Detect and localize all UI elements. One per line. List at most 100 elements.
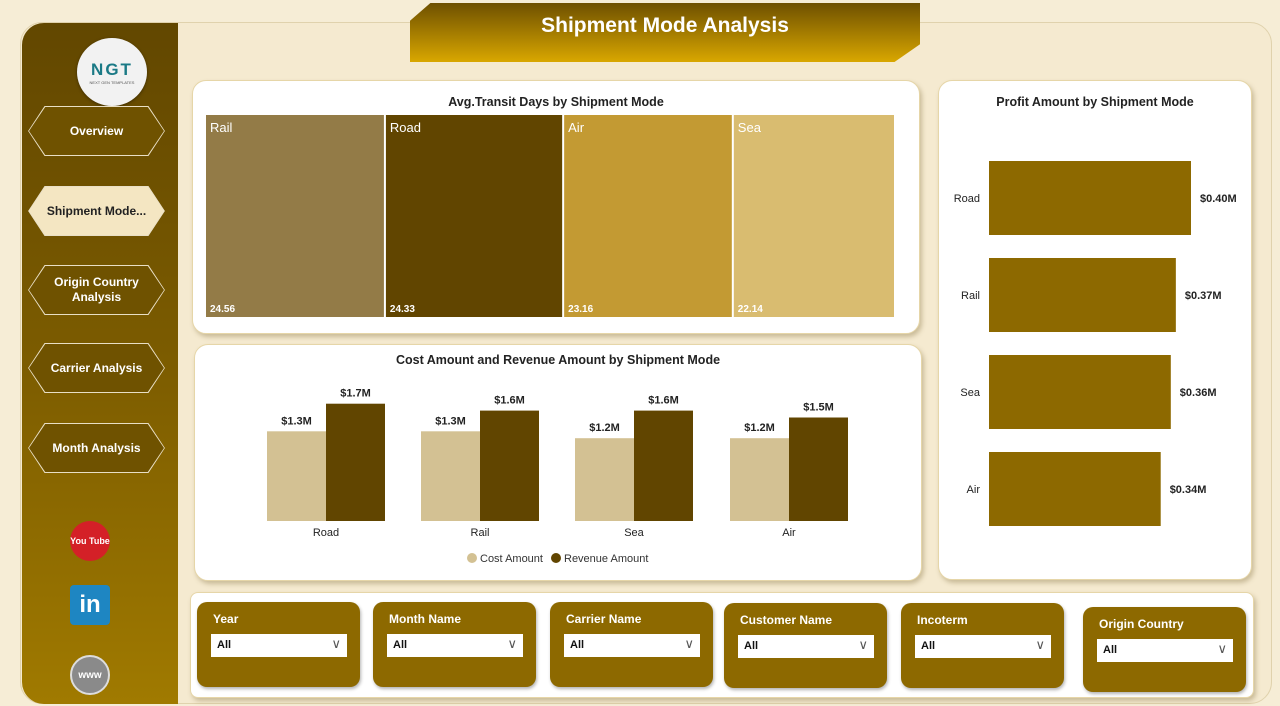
treemap-cell [564,115,732,317]
data-label: $1.3M [281,415,312,427]
nav-overview[interactable]: Overview [28,106,165,156]
filter-customer-name: Customer Name All ∨ [724,603,887,688]
treemap-cell [385,115,563,317]
profit-bar [989,355,1171,429]
data-label: $1.5M [803,402,834,414]
chevron-down-icon: ∨ [507,636,517,651]
data-label: $0.37M [1185,290,1222,302]
treemap-chart: Rail 24.56 Road 24.33 Air 23.16 Sea 22.14 [206,115,894,317]
chevron-down-icon: ∨ [1035,637,1045,652]
page-title-banner: Shipment Mode Analysis [410,3,920,62]
chart-title: Cost Amount and Revenue Amount by Shipme… [395,353,721,367]
filter-value: All [1103,644,1118,656]
profit-bar [989,452,1161,526]
nav-label: Carrier Analysis [29,344,164,392]
filter-label: Carrier Name [566,612,642,626]
chevron-down-icon: ∨ [1217,641,1227,656]
y-tick-label: Sea [960,387,980,399]
filter-value: All [217,639,232,651]
filter-value: All [744,640,759,652]
logo-subtitle: NEXT GEN TEMPLATES [89,79,135,85]
data-label: $1.6M [648,395,679,407]
treemap-value: 23.16 [568,304,593,315]
x-tick-label: Sea [624,527,644,539]
legend-marker [467,553,477,563]
linkedin-icon[interactable]: in [70,585,110,625]
treemap-label: Road [390,120,421,135]
data-label: $0.40M [1200,193,1237,205]
filter-origin-country: Origin Country All ∨ [1083,607,1246,692]
bar-revenue-amount [789,417,848,521]
legend-marker [551,553,561,563]
treemap-cell [206,115,384,317]
filter-label: Month Name [389,612,461,626]
filter-dropdown[interactable]: All ∨ [915,635,1051,658]
globe-label: www [78,669,102,681]
filter-dropdown[interactable]: All ∨ [564,634,700,657]
filter-value: All [393,639,408,651]
data-label: $1.6M [494,395,525,407]
nav-label: Month Analysis [29,424,164,472]
bar-cost-amount [730,438,789,521]
filter-dropdown[interactable]: All ∨ [387,634,523,657]
y-tick-label: Rail [961,290,980,302]
filter-label: Origin Country [1099,617,1184,631]
nav-origin-country-analysis[interactable]: Origin Country Analysis [28,265,165,315]
cost-revenue-chart: $1.3M $1.7M Road $1.3M $1.6M Rail $1.2M $1.6M Se… [267,388,848,565]
treemap-label: Rail [210,120,233,135]
filter-dropdown[interactable]: All ∨ [211,634,347,657]
youtube-icon[interactable]: You Tube [70,521,110,561]
youtube-label: You Tube [70,535,110,546]
filter-dropdown[interactable]: All ∨ [738,635,874,658]
nav-month-analysis[interactable]: Month Analysis [28,423,165,473]
data-label: $0.36M [1180,387,1217,399]
nav-label: Origin Country Analysis [29,266,164,314]
filter-label: Year [213,612,239,626]
nav-carrier-analysis[interactable]: Carrier Analysis [28,343,165,393]
linkedin-label: in [79,591,101,618]
globe-icon[interactable]: www [70,655,110,695]
bar-revenue-amount [326,403,385,521]
data-label: $1.2M [744,422,775,434]
legend-label: Revenue Amount [564,553,648,565]
chevron-down-icon: ∨ [858,637,868,652]
filter-value: All [570,639,585,651]
chevron-down-icon: ∨ [331,636,341,651]
data-label: $0.34M [1170,484,1207,496]
x-tick-label: Air [782,527,796,539]
page-title: Shipment Mode Analysis [541,14,789,37]
treemap-label: Air [568,120,585,135]
chevron-down-icon: ∨ [684,636,694,651]
profit-bar [989,258,1176,332]
nav-shipment-mode[interactable]: Shipment Mode... [28,186,165,236]
treemap-value: 24.56 [210,304,235,315]
transit-days-card: Avg.Transit Days by Shipment Mode Rail 24… [192,80,920,334]
treemap-label: Sea [738,120,762,135]
logo-text: NGT [91,59,133,79]
data-label: $1.7M [340,388,371,400]
bar-revenue-amount [634,410,693,521]
x-tick-label: Road [313,527,339,539]
profit-chart: Road $0.40M Rail $0.37M Sea $0.36M Air $0.34M [954,161,1237,526]
cost-revenue-card: Cost Amount and Revenue Amount by Shipme… [194,344,922,581]
bar-cost-amount [267,431,326,521]
treemap-value: 24.33 [390,304,415,315]
profit-bar [989,161,1191,235]
chart-title: Avg.Transit Days by Shipment Mode [448,95,664,109]
bar-cost-amount [575,438,634,521]
y-tick-label: Road [954,193,980,205]
bar-revenue-amount [480,410,539,521]
logo: NGT NEXT GEN TEMPLATES [77,38,147,106]
filter-dropdown[interactable]: All ∨ [1097,639,1233,662]
profit-card: Profit Amount by Shipment Mode Road $0.40… [938,80,1252,580]
filter-value: All [921,640,936,652]
filter-label: Customer Name [740,613,833,627]
legend-label: Cost Amount [480,553,543,565]
data-label: $1.2M [589,422,620,434]
bar-cost-amount [421,431,480,521]
nav-label: Shipment Mode... [29,187,164,235]
filters-panel [190,592,1254,698]
chart-title: Profit Amount by Shipment Mode [996,95,1194,109]
treemap-value: 22.14 [738,304,763,315]
nav-label: Overview [29,107,164,155]
